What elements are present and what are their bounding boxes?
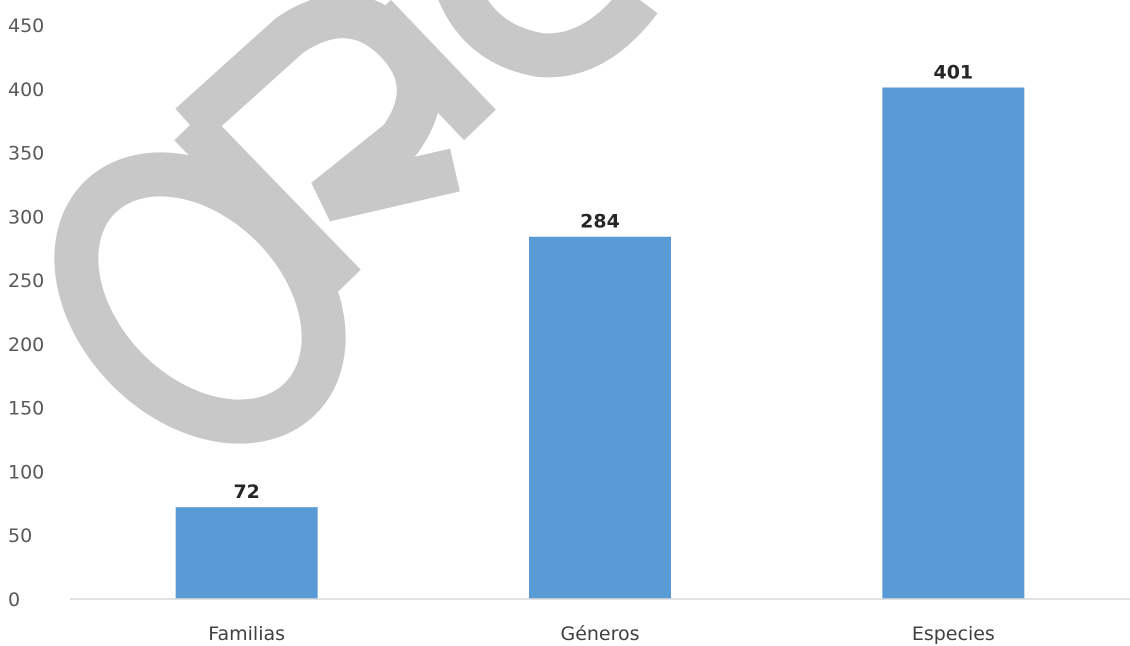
y-tick-label: 100 — [8, 461, 44, 483]
y-tick-label: 350 — [8, 143, 44, 165]
data-label: 401 — [933, 62, 973, 84]
y-tick-label: 450 — [8, 15, 44, 37]
bar-géneros — [529, 236, 671, 599]
bar-familias — [175, 507, 318, 599]
y-tick-label: 250 — [8, 270, 44, 292]
y-tick-label: 150 — [8, 398, 44, 420]
y-tick-label: 300 — [8, 206, 44, 228]
bar-especies — [882, 87, 1025, 599]
x-tick-label: Familias — [208, 623, 285, 645]
y-tick-label: 0 — [8, 589, 20, 611]
y-tick-label: 200 — [8, 334, 44, 356]
watermark-logo — [54, 0, 658, 444]
y-tick-label: 50 — [8, 525, 32, 547]
data-label: 72 — [233, 481, 259, 503]
data-label: 284 — [580, 211, 620, 233]
data-labels: 72 284 401 — [233, 62, 973, 504]
bars — [175, 87, 1025, 599]
y-tick-label: 400 — [8, 79, 44, 101]
x-tick-label: Géneros — [560, 623, 639, 645]
x-tick-label: Especies — [912, 623, 995, 645]
y-axis-ticks: 0 50 100 150 200 250 300 350 400 450 — [8, 15, 44, 611]
x-axis-category-labels: Familias Géneros Especies — [208, 623, 995, 645]
